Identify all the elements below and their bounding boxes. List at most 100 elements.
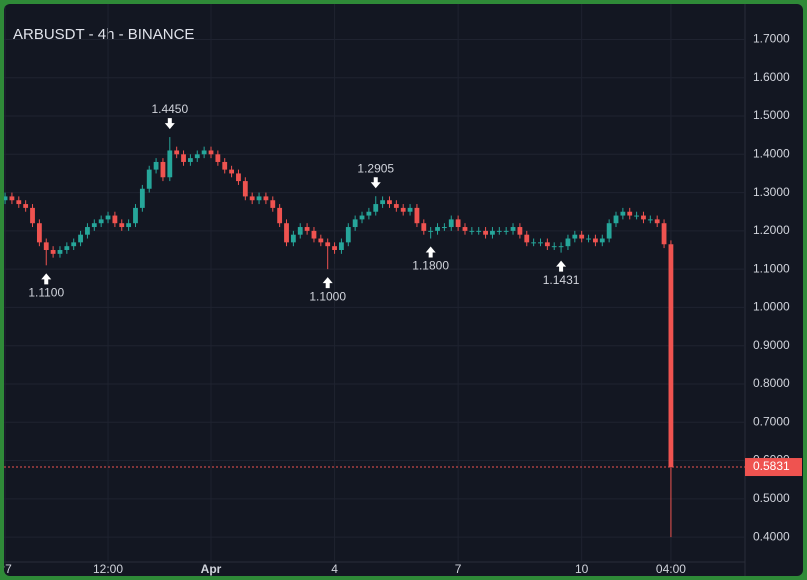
candle-body — [414, 207, 420, 224]
chart: ARBUSDT - 4h - BINANCE 0.40000.50000.600… — [4, 4, 802, 576]
candle-body — [256, 196, 262, 201]
candle-body — [462, 227, 468, 231]
x-tick-label: 12:00 — [93, 562, 123, 576]
candle-body — [654, 219, 660, 224]
chart-frame: ARBUSDT - 4h - BINANCE 0.40000.50000.600… — [4, 4, 803, 576]
candle-body — [435, 227, 440, 231]
candle-body — [359, 215, 365, 220]
candle-body — [606, 223, 612, 239]
candle-body — [593, 238, 598, 243]
candle-body — [400, 207, 406, 212]
y-tick-label: 1.0000 — [753, 300, 790, 314]
annotation-arrow — [41, 273, 52, 285]
candle-body — [304, 227, 310, 231]
candle-body — [297, 227, 303, 235]
candle-body — [332, 246, 337, 251]
candle-body — [634, 215, 640, 217]
annotation-label: 1.4450 — [151, 102, 188, 116]
candle-body — [531, 242, 537, 244]
candle-body — [613, 215, 619, 224]
candle-body — [64, 246, 70, 251]
annotation-label: 1.2905 — [357, 161, 394, 175]
y-tick-label: 1.6000 — [753, 70, 790, 84]
candle-body — [249, 196, 255, 201]
x-tick-label: 27 — [4, 562, 12, 576]
x-tick-label: Apr — [201, 562, 222, 576]
candle-body — [387, 200, 392, 205]
candle-body — [208, 150, 214, 155]
candle-body — [242, 181, 248, 197]
annotation-label: 1.1100 — [28, 285, 64, 299]
candle-body — [215, 154, 221, 162]
candle-body — [373, 204, 379, 212]
candle-body — [647, 219, 653, 221]
y-tick-label: 1.3000 — [753, 185, 790, 199]
candle-body — [30, 207, 35, 224]
candle-body — [112, 215, 118, 224]
candle-body — [160, 161, 166, 178]
candle-body — [345, 227, 351, 243]
candle-body — [194, 154, 200, 159]
x-tick-label: 4 — [331, 562, 338, 576]
candle-body — [98, 219, 104, 224]
candle-body — [325, 242, 331, 247]
y-tick-label: 1.7000 — [753, 32, 790, 46]
candle-body — [284, 223, 289, 243]
candle-body — [105, 215, 111, 220]
candle-body — [23, 204, 29, 208]
annotation-arrow — [164, 118, 175, 130]
candle-body — [490, 230, 495, 235]
candle-body — [167, 150, 173, 178]
candle-body — [139, 188, 145, 208]
y-tick-label: 0.4000 — [753, 529, 790, 543]
y-tick-label: 0.7000 — [753, 414, 790, 428]
candle-body — [91, 223, 97, 228]
candle-body — [572, 234, 578, 239]
annotation-arrow — [556, 260, 567, 272]
annotation-arrow — [425, 246, 436, 258]
candle-body — [641, 215, 646, 220]
candle-body — [201, 150, 207, 155]
candle-body — [236, 173, 241, 182]
x-tick-label: 10 — [575, 562, 589, 576]
candle-body — [311, 230, 317, 239]
candle-body — [146, 169, 152, 189]
candle-body — [441, 227, 447, 229]
candle-body — [71, 242, 77, 247]
candle-body — [339, 242, 344, 251]
candle-body — [119, 223, 125, 228]
candle-body — [229, 169, 234, 174]
y-tick-label: 0.5000 — [753, 491, 790, 505]
candle-body — [407, 207, 413, 212]
candle-body — [188, 158, 193, 162]
candle-body — [380, 200, 386, 205]
candle-body — [263, 196, 269, 201]
candle-body — [524, 234, 530, 243]
candle-body — [16, 200, 22, 205]
candle-body — [579, 234, 585, 239]
candle-body — [126, 223, 132, 228]
candle-body — [133, 207, 138, 224]
x-tick-label: 7 — [455, 562, 462, 576]
candle-body — [36, 223, 42, 243]
candle-body — [599, 238, 605, 243]
annotation-label: 1.1000 — [309, 289, 346, 303]
annotation-arrow — [370, 177, 381, 189]
candle-body — [43, 242, 49, 251]
candle-body — [476, 230, 482, 232]
candle-body — [496, 230, 502, 232]
candle-body — [174, 150, 180, 155]
last-price-box — [745, 458, 802, 477]
candle-body — [517, 227, 523, 235]
candle-body — [469, 230, 475, 232]
candle-body — [448, 219, 454, 228]
candle-body — [393, 204, 399, 208]
candle-body — [544, 242, 550, 247]
candle-body — [455, 219, 461, 228]
y-tick-label: 0.8000 — [753, 376, 790, 390]
candle-body — [661, 223, 667, 245]
chart-title: ARBUSDT - 4h - BINANCE — [13, 26, 194, 43]
candle-body — [85, 227, 90, 235]
candle-body — [627, 211, 633, 216]
candle-body — [78, 234, 83, 243]
